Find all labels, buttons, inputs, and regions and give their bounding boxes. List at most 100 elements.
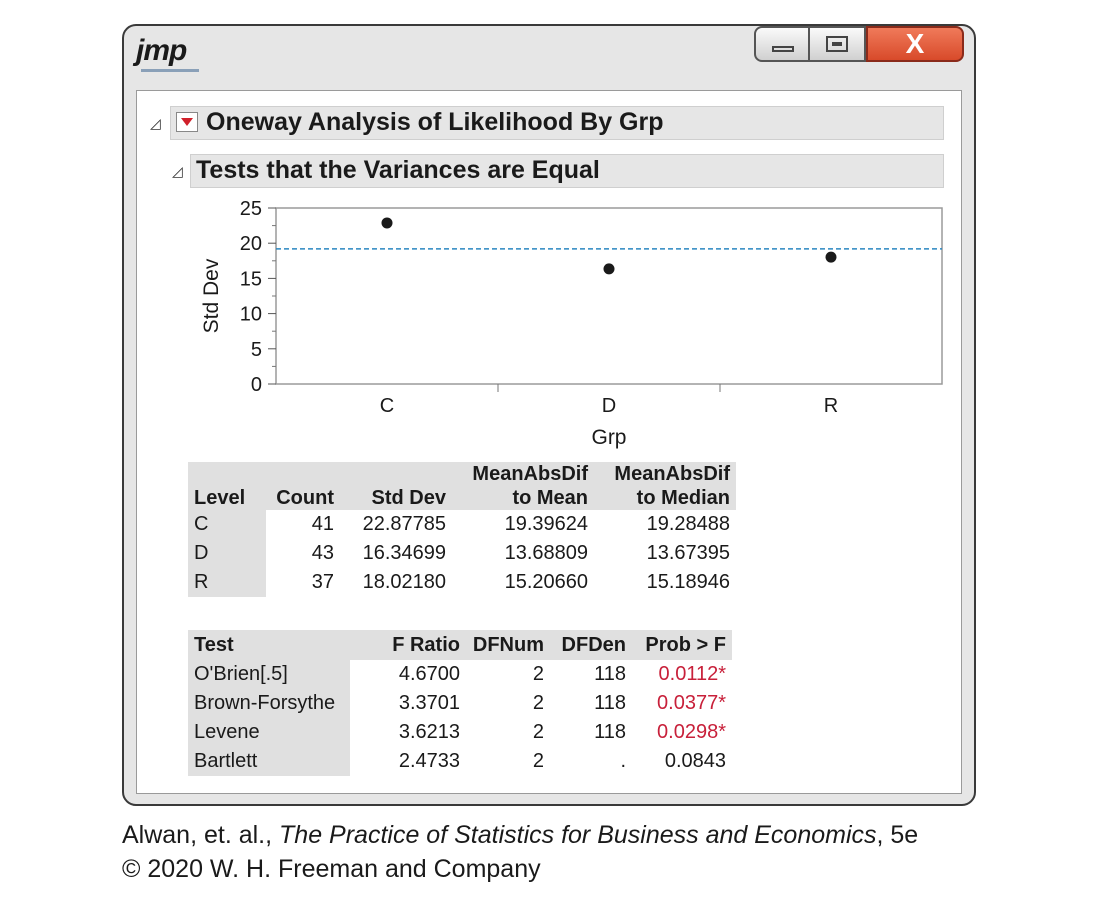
section-title: Tests that the Variances are Equal	[196, 156, 600, 184]
cell-f-ratio: 2.4733	[398, 750, 460, 772]
cell-level: R	[188, 568, 266, 597]
minimize-button[interactable]	[754, 26, 810, 62]
cell-mad-median: 13.67395	[646, 542, 730, 564]
credit-authors: Alwan, et. al.,	[122, 821, 280, 849]
close-icon: X	[905, 28, 925, 59]
cell-std-dev: 18.02180	[362, 571, 446, 593]
cell-prob: 0.0843	[664, 750, 726, 772]
cell-test: Brown-Forsythe	[188, 689, 350, 718]
cell-dfnum: 2	[532, 721, 544, 743]
col-header-f-ratio: F Ratio	[350, 630, 466, 660]
cell-dfnum: 2	[532, 663, 544, 685]
credit-citation: Alwan, et. al., The Practice of Statisti…	[122, 818, 918, 852]
maximize-button[interactable]	[810, 26, 866, 62]
plot-frame	[275, 207, 943, 385]
credit-copyright: © 2020 W. H. Freeman and Company	[122, 855, 541, 883]
col-header: MeanAbsDif	[594, 462, 736, 486]
col-header-count: Count	[266, 486, 340, 510]
cell-level: D	[188, 539, 266, 568]
y-tick-label: 15	[240, 268, 262, 290]
cell-count: 43	[311, 542, 334, 564]
red-triangle-icon	[181, 118, 193, 126]
cell-dfden: 118	[594, 663, 626, 685]
std-dev-chart: 0 5 10 15 20 25 C D R Grp Std Dev	[200, 198, 943, 449]
cell-count: 41	[311, 513, 334, 535]
tests-table: Test F Ratio DFNum DFDen Prob > F O'Brie…	[188, 630, 732, 776]
y-tick-label: 10	[240, 304, 262, 326]
col-header-mad-median: to Median	[594, 486, 736, 510]
cell-test: Bartlett	[188, 747, 350, 776]
col-header-dfnum: DFNum	[466, 630, 550, 660]
col-header: MeanAbsDif	[452, 462, 594, 486]
cell-std-dev: 22.87785	[362, 513, 446, 535]
levels-table: MeanAbsDif MeanAbsDif Level Count Std De…	[188, 462, 736, 597]
cell-dfnum: 2	[532, 692, 544, 714]
col-header	[340, 462, 452, 486]
restore-icon	[826, 36, 848, 52]
outline-header-oneway[interactable]	[170, 106, 944, 140]
y-axis-label: Std Dev	[200, 258, 223, 333]
col-header-test: Test	[188, 630, 350, 660]
x-axis-label: Grp	[591, 426, 626, 449]
data-point	[603, 263, 615, 275]
cell-mad-median: 15.18946	[646, 571, 730, 593]
table-row: Brown-Forsythe 3.3701 2 118 0.0377*	[188, 689, 732, 718]
y-tick-label: 5	[251, 339, 262, 361]
table-row: Levene 3.6213 2 118 0.0298*	[188, 718, 732, 747]
cell-dfnum: 2	[532, 750, 544, 772]
levels-header-row: Level Count Std Dev to Mean to Median	[188, 486, 736, 510]
cell-prob: 0.0112*	[658, 663, 726, 685]
figure-credit: Alwan, et. al., The Practice of Statisti…	[122, 818, 918, 886]
y-tick-label: 20	[240, 233, 262, 255]
cell-dfden: .	[620, 750, 626, 772]
x-tick-label: D	[602, 395, 616, 417]
x-tick-label: R	[824, 395, 838, 417]
tests-header-row: Test F Ratio DFNum DFDen Prob > F	[188, 630, 732, 660]
cell-count: 37	[311, 571, 334, 593]
x-tick-label: C	[380, 395, 394, 417]
cell-dfden: 118	[594, 721, 626, 743]
table-row: Bartlett 2.4733 2 . 0.0843	[188, 747, 732, 776]
col-header-mad-mean: to Mean	[452, 486, 594, 510]
credit-edition: , 5e	[876, 821, 919, 849]
cell-prob: 0.0298*	[657, 721, 726, 743]
data-point	[381, 217, 393, 229]
table-row: O'Brien[.5] 4.6700 2 118 0.0112*	[188, 660, 732, 689]
credit-book-title: The Practice of Statistics for Business …	[279, 821, 877, 849]
cell-prob: 0.0377*	[657, 692, 726, 714]
cell-test: Levene	[188, 718, 350, 747]
col-header-level: Level	[188, 486, 266, 510]
cell-dfden: 118	[594, 692, 626, 714]
y-tick-label: 25	[240, 198, 262, 220]
col-header-prob: Prob > F	[632, 630, 732, 660]
outline-header-variances[interactable]	[190, 154, 944, 188]
minimize-icon	[772, 46, 794, 52]
cell-f-ratio: 3.6213	[398, 721, 460, 743]
close-button[interactable]: X	[866, 26, 964, 62]
cell-f-ratio: 3.3701	[398, 692, 460, 714]
cell-f-ratio: 4.6700	[398, 663, 460, 685]
red-triangle-menu-button[interactable]	[176, 112, 198, 132]
table-row: R 37 18.02180 15.20660 15.18946	[188, 568, 736, 597]
col-header	[266, 462, 340, 486]
cell-mad-mean: 19.39624	[504, 513, 588, 535]
cell-test: O'Brien[.5]	[188, 660, 350, 689]
jmp-logo: jmp	[136, 34, 187, 67]
table-row: C 41 22.87785 19.39624 19.28488	[188, 510, 736, 539]
logo-tagline-bar	[141, 69, 199, 72]
cell-std-dev: 16.34699	[362, 542, 446, 564]
report-title: Oneway Analysis of Likelihood By Grp	[206, 108, 664, 136]
cell-mad-mean: 13.68809	[504, 542, 588, 564]
levels-header-row-top: MeanAbsDif MeanAbsDif	[188, 462, 736, 486]
y-tick-label: 0	[251, 374, 262, 396]
disclosure-triangle-icon[interactable]: ◿	[172, 163, 183, 179]
cell-mad-median: 19.28488	[646, 513, 730, 535]
data-point	[825, 251, 837, 263]
col-header-std-dev: Std Dev	[340, 486, 452, 510]
table-row: D 43 16.34699 13.68809 13.67395	[188, 539, 736, 568]
cell-level: C	[188, 510, 266, 539]
col-header-dfden: DFDen	[550, 630, 632, 660]
col-header	[188, 462, 266, 486]
cell-mad-mean: 15.20660	[504, 571, 588, 593]
disclosure-triangle-icon[interactable]: ◿	[150, 115, 161, 131]
